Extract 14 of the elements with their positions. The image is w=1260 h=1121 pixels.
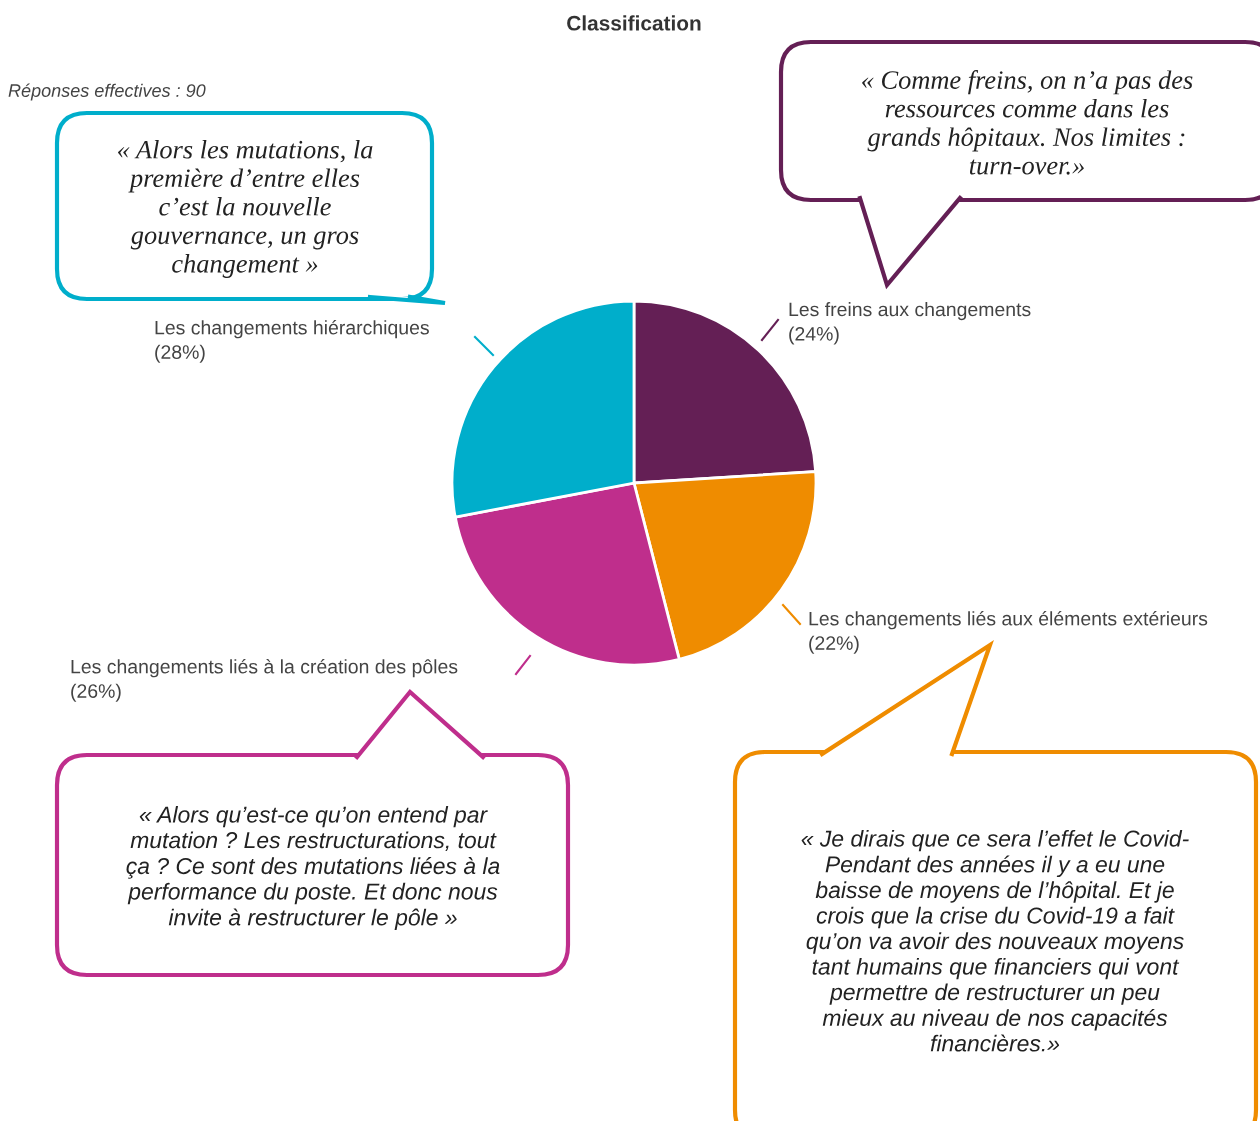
text: « Je dirais que ce sera l’effet le Covid- Pendant des années il y a eu une baisse de moyens de l’hôpital. Et je crois que la crise du Covid-19 a fait qu’on va avoir des nouveaux moyens tant humains que financiers qui vont permettre de restructurer un peu mieux au niveau de nos capacités financières.» [801, 829, 1189, 1052]
text: Réponses effectives : 90 [8, 83, 206, 101]
data-label: (26%) [71, 683, 121, 702]
text: « Comme freins, on n’a pas des ressources comme dans les grands hôpitaux. Nos limites : turn-over.» [862, 70, 1193, 175]
text: « Alors qu’est-ce qu’on entend par mutation ? Les restructurations, tout ça ? Ce sont des mutations liées à la performance du poste. Et donc nous invite à restructurer le pôle » [126, 805, 500, 931]
slice-label: Les changements liés à la création des pôles [71, 659, 458, 678]
text: « Alors les mutations, la première d’entre elles c’est la nouvelle gouvernance, un gros changement » [118, 140, 373, 278]
slice-label: Les freins aux changements [789, 302, 1031, 321]
data-label: (28%) [155, 344, 205, 363]
data-label: (24%) [789, 326, 839, 345]
slice-label: Les changements liés aux éléments extérieurs [809, 611, 1208, 630]
legend-label: Les changements hiérarchiques [155, 320, 429, 339]
chart-title: Classification [567, 15, 701, 31]
data-label: (22%) [809, 635, 859, 654]
